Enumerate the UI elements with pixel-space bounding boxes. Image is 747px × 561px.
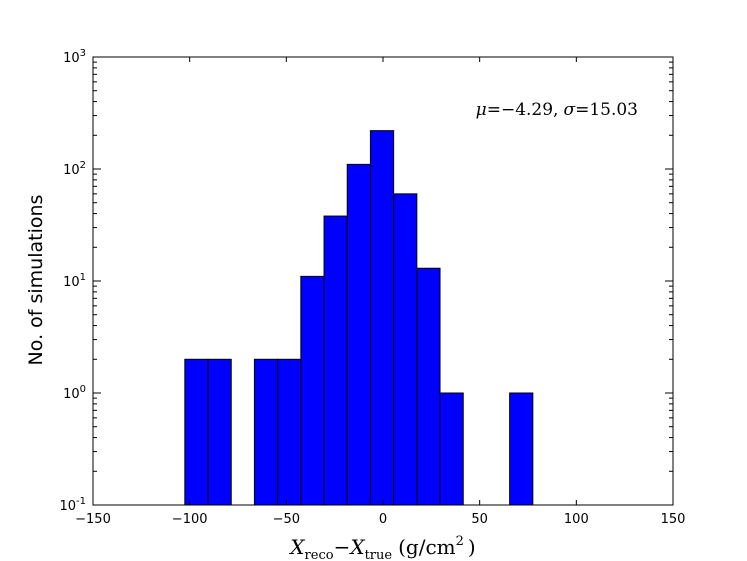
- x-tick-label: 0: [379, 512, 387, 527]
- x-tick-label: 50: [471, 512, 488, 527]
- sigma-symbol: σ: [563, 100, 575, 120]
- histogram-bar-6: [346, 163, 371, 506]
- y-axis-title: No. of simulations: [25, 195, 47, 366]
- histogram-bar-5: [323, 215, 348, 506]
- x-axis-title: Xreco−Xtrue (g/cm2): [288, 534, 475, 561]
- histogram-bar-11: [509, 392, 534, 506]
- mu-symbol: μ: [476, 100, 487, 120]
- y-tick-label: 102: [63, 160, 86, 178]
- x-tick-label: −150: [75, 512, 111, 527]
- x-axis-title-unit-sup: 2: [456, 534, 464, 549]
- x-tick-label: −100: [172, 512, 208, 527]
- stats-annotation: μ=−4.29, σ=15.03: [476, 100, 638, 120]
- y-tick-label: 103: [63, 48, 86, 66]
- x-axis-title-sub2: true: [365, 548, 393, 561]
- sigma-value: =15.03: [575, 100, 638, 120]
- y-tick-label: 10-1: [59, 496, 86, 514]
- histogram-bar-3: [277, 358, 302, 506]
- bars-group: [184, 130, 534, 506]
- x-axis-title-var2: X: [348, 535, 365, 559]
- x-axis-title-sub1: reco: [305, 548, 334, 561]
- y-tick-label: 100: [63, 384, 86, 402]
- mu-value: =−4.29,: [487, 100, 559, 120]
- histogram-bar-7: [369, 130, 395, 506]
- histogram-bar-8: [393, 193, 418, 506]
- histogram-bar-0: [184, 358, 209, 506]
- histogram-bar-2: [253, 358, 279, 506]
- histogram-bar-10: [439, 392, 464, 506]
- x-tick-label: 150: [661, 512, 686, 527]
- y-tick-label: 101: [63, 272, 86, 290]
- histogram-bar-9: [416, 267, 441, 506]
- x-tick-label: −50: [273, 512, 300, 527]
- x-axis-title-unit: (g/cm: [398, 535, 456, 559]
- x-axis-title-var1: X: [288, 535, 305, 559]
- x-tick-label: 100: [564, 512, 589, 527]
- histogram-bar-4: [300, 275, 325, 506]
- histogram-bar-1: [207, 358, 232, 506]
- ticks-group: −150 −100 −50 0 50 100 150 10-1 100 101 102 103: [59, 48, 685, 527]
- x-axis-title-minus: −: [334, 535, 351, 559]
- x-axis-title-unit-close: ): [468, 535, 476, 559]
